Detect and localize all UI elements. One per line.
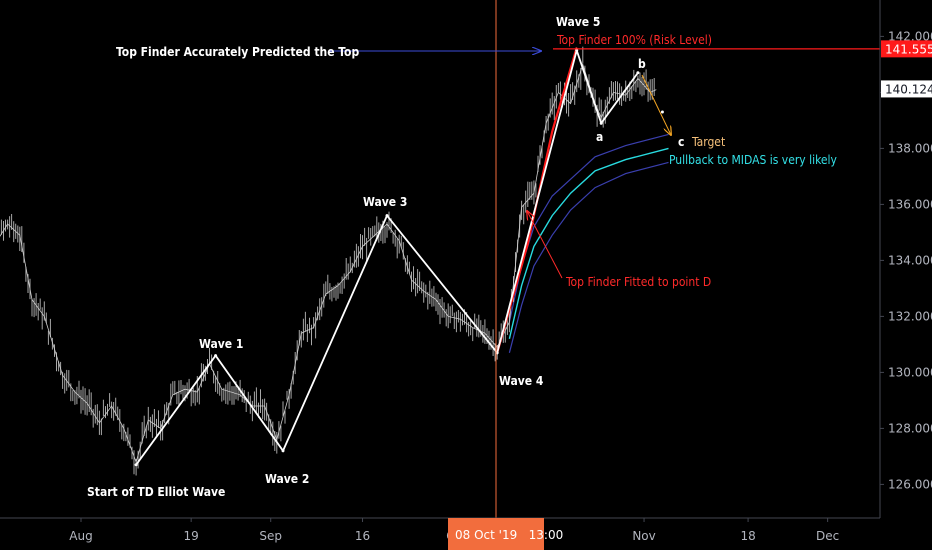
- annotation-risk-level: Top Finder 100% (Risk Level): [556, 33, 712, 47]
- target-arrow: [641, 74, 671, 135]
- x-tick-label: Dec: [816, 529, 839, 543]
- price-line: [0, 63, 657, 464]
- risk-price-badge: [881, 40, 932, 58]
- wave-point: [575, 48, 579, 52]
- y-tick-label: 138.000: [888, 141, 932, 155]
- x-tick-label: Sep: [259, 529, 282, 543]
- wave-point: [281, 449, 285, 453]
- midas-bands: [508, 133, 669, 353]
- last-price-label: 140.124: [885, 82, 932, 96]
- annotation-wave2: Wave 2: [265, 472, 309, 486]
- price-series: [0, 46, 657, 476]
- annotation-wave3: Wave 3: [363, 195, 407, 209]
- x-tick-label: Nov: [632, 529, 655, 543]
- midas-upper-band: [508, 133, 669, 323]
- annotation-top-finder-predicted: Top Finder Accurately Predicted the Top: [116, 45, 359, 59]
- risk-price-label: 141.555: [885, 42, 932, 56]
- annotation-start: Start of TD Elliot Wave: [87, 485, 225, 499]
- annotation-wave5: Wave 5: [556, 15, 600, 29]
- annotation-b: b: [638, 57, 646, 71]
- cursor-date-badge: [448, 518, 544, 550]
- annotation-pullback: Pullback to MIDAS is very likely: [669, 153, 838, 167]
- wave-point: [660, 110, 664, 114]
- annotation-wave1: Wave 1: [199, 337, 243, 351]
- annotation-target: Target: [691, 135, 725, 149]
- last-price-badge: [881, 80, 932, 98]
- x-tick-label: 19: [184, 529, 199, 543]
- fitted-arrow: [527, 211, 563, 279]
- y-tick-label: 128.000: [888, 421, 932, 435]
- x-tick-label: Aug: [69, 529, 92, 543]
- midas-center-line: [508, 147, 669, 339]
- midas-lower-band: [508, 161, 669, 353]
- x-tick-label: 16: [355, 529, 370, 543]
- y-tick-label: 142.000: [888, 29, 932, 43]
- annotation-a: a: [596, 130, 603, 144]
- wave-overlays: [134, 47, 664, 467]
- wave-point: [636, 71, 640, 75]
- wave-point: [134, 463, 138, 467]
- y-tick-label: 130.000: [888, 365, 932, 379]
- annotation-wave4: Wave 4: [499, 374, 544, 388]
- annotation-c: c: [678, 135, 684, 149]
- wave-point: [214, 354, 218, 358]
- y-tick-label: 126.000: [888, 477, 932, 491]
- wave-point: [599, 121, 603, 125]
- x-tick-label: 18: [740, 529, 755, 543]
- annotation-fitted: Top Finder Fitted to point D: [565, 275, 711, 289]
- y-tick-label: 136.000: [888, 197, 932, 211]
- elliott-wave-line: [135, 47, 639, 466]
- y-axis-ticks: 142.000140.000138.000136.000134.000132.0…: [880, 29, 932, 491]
- y-tick-label: 134.000: [888, 253, 932, 267]
- y-tick-label: 132.000: [888, 309, 932, 323]
- wave-point: [385, 214, 389, 218]
- cursor-date-label: 08 Oct '19 13:00: [455, 528, 563, 542]
